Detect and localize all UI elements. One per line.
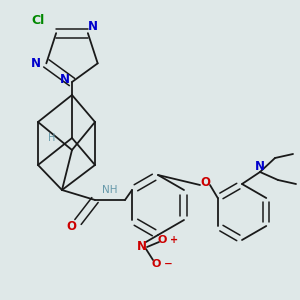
Text: +: + [170,235,178,245]
Text: O: O [157,235,167,245]
Text: H: H [48,133,56,143]
Text: NH: NH [102,185,118,195]
Text: −: − [164,259,172,269]
Text: N: N [255,160,265,173]
Text: N: N [31,57,41,70]
Text: O: O [66,220,76,233]
Text: N: N [60,74,70,86]
Text: N: N [88,20,98,33]
Text: O: O [151,259,161,269]
Text: O: O [200,176,210,188]
Text: N: N [137,241,147,254]
Text: Cl: Cl [32,14,45,27]
